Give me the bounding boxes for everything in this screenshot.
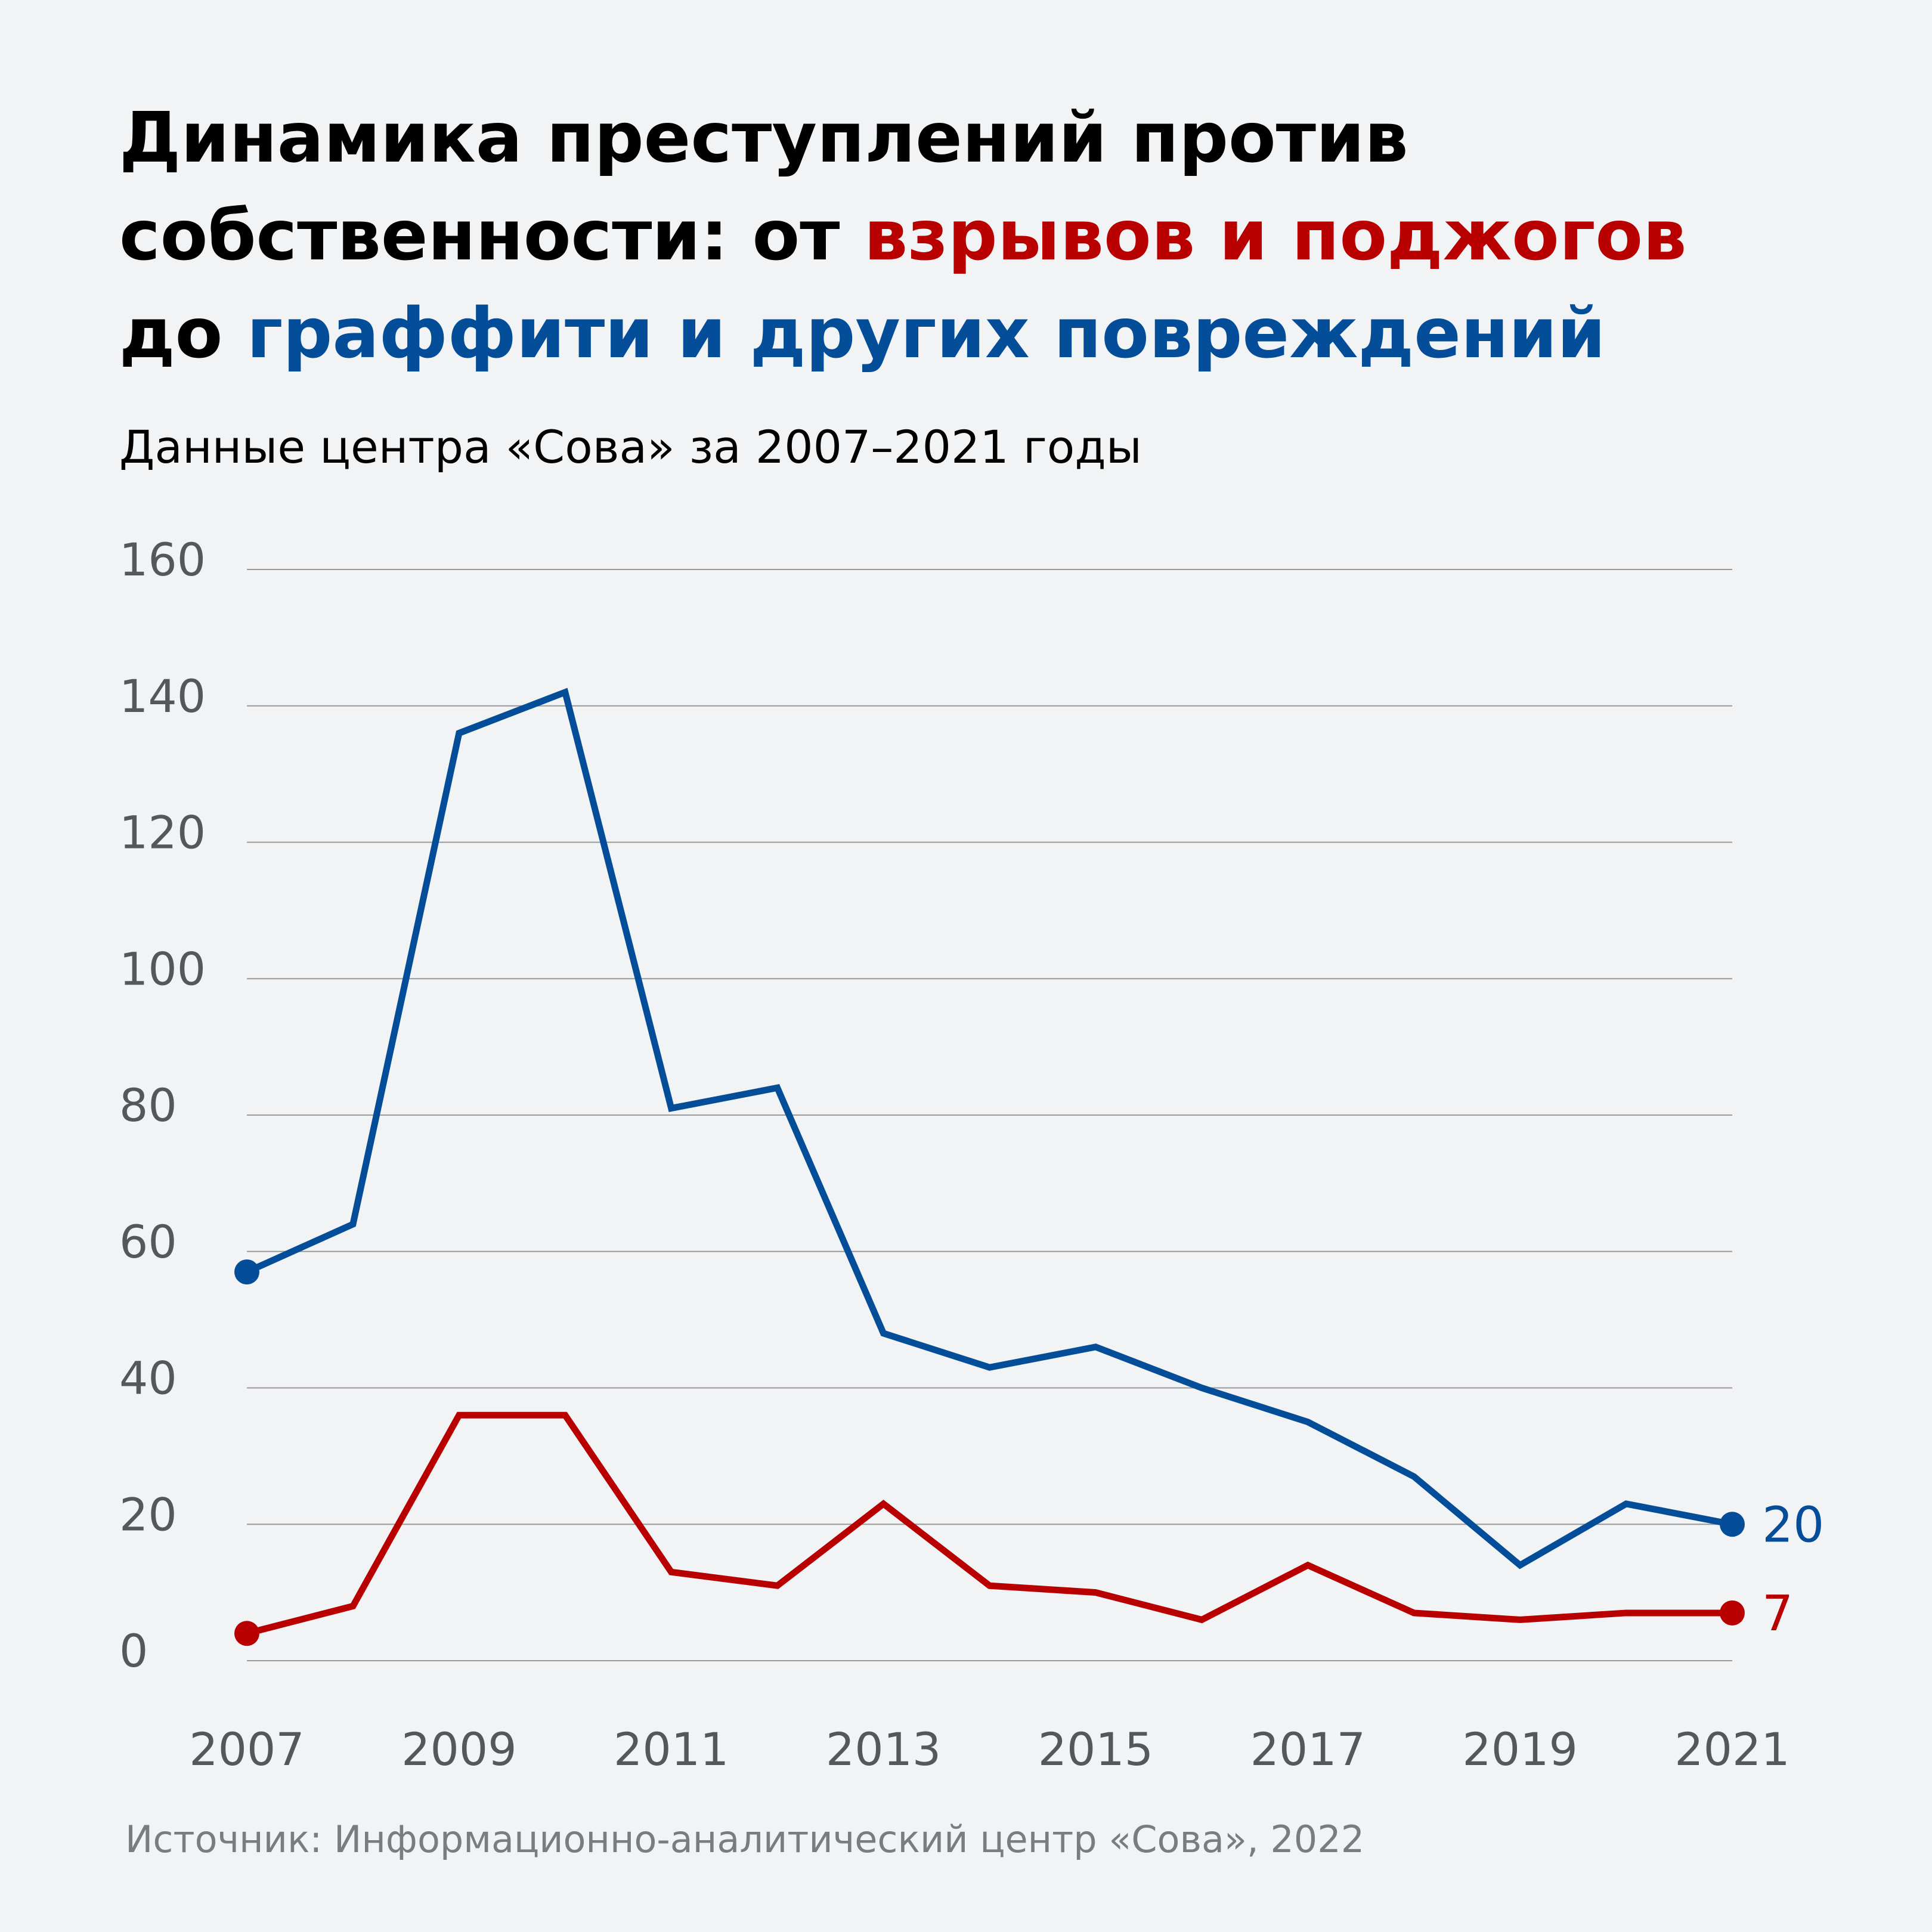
title-highlight-graffiti: граффити и других повреждений	[246, 293, 1606, 374]
title-line-1: Динамика преступлений против	[119, 98, 1408, 178]
x-tick-label-2015: 2015	[1038, 1723, 1153, 1776]
end-value-label-graffiti: 20	[1762, 1497, 1824, 1553]
y-tick-label-40: 40	[119, 1352, 177, 1405]
chart-title: Динамика преступлений против собственнос…	[119, 89, 1849, 383]
y-tick-label-100: 100	[119, 942, 206, 995]
y-tick-label-140: 140	[119, 670, 206, 723]
y-tick-label-120: 120	[119, 806, 206, 859]
chart-subtitle: Данные центра «Сова» за 2007–2021 годы	[119, 420, 1142, 473]
title-highlight-arson: взрывов и поджогов	[863, 196, 1687, 276]
x-axis-ticks: 2007 2009 2011 2013 2015 2017 2019 2021	[189, 1723, 1789, 1776]
start-point-graffiti	[234, 1259, 259, 1285]
grid-lines	[247, 569, 1732, 1661]
x-tick-label-2007: 2007	[189, 1723, 304, 1776]
end-value-label-arson: 7	[1762, 1586, 1793, 1642]
series-layer: 20 7	[234, 688, 1824, 1646]
title-line-2-prefix: собственности: от	[119, 196, 864, 276]
title-line-3-prefix: до	[119, 293, 247, 374]
series-line-graffiti	[245, 688, 1733, 1569]
x-tick-label-2021: 2021	[1674, 1723, 1789, 1776]
y-tick-label-20: 20	[119, 1488, 177, 1541]
y-axis-ticks: 0 20 40 60 80 100 120 140 160	[119, 533, 206, 1677]
x-tick-label-2019: 2019	[1462, 1723, 1577, 1776]
x-tick-label-2013: 2013	[826, 1723, 941, 1776]
start-point-arson	[234, 1621, 259, 1646]
series-line-arson	[246, 1411, 1732, 1637]
source-note: Источник: Информационно-аналитический це…	[125, 1818, 1365, 1861]
x-tick-label-2017: 2017	[1250, 1723, 1366, 1776]
y-tick-label-160: 160	[119, 533, 206, 586]
end-point-graffiti	[1720, 1512, 1745, 1537]
y-tick-label-80: 80	[119, 1079, 177, 1132]
end-point-arson	[1720, 1600, 1745, 1626]
x-tick-label-2009: 2009	[401, 1723, 516, 1776]
x-tick-label-2011: 2011	[614, 1723, 729, 1776]
y-tick-label-0: 0	[119, 1624, 148, 1677]
y-tick-label-60: 60	[119, 1215, 177, 1268]
